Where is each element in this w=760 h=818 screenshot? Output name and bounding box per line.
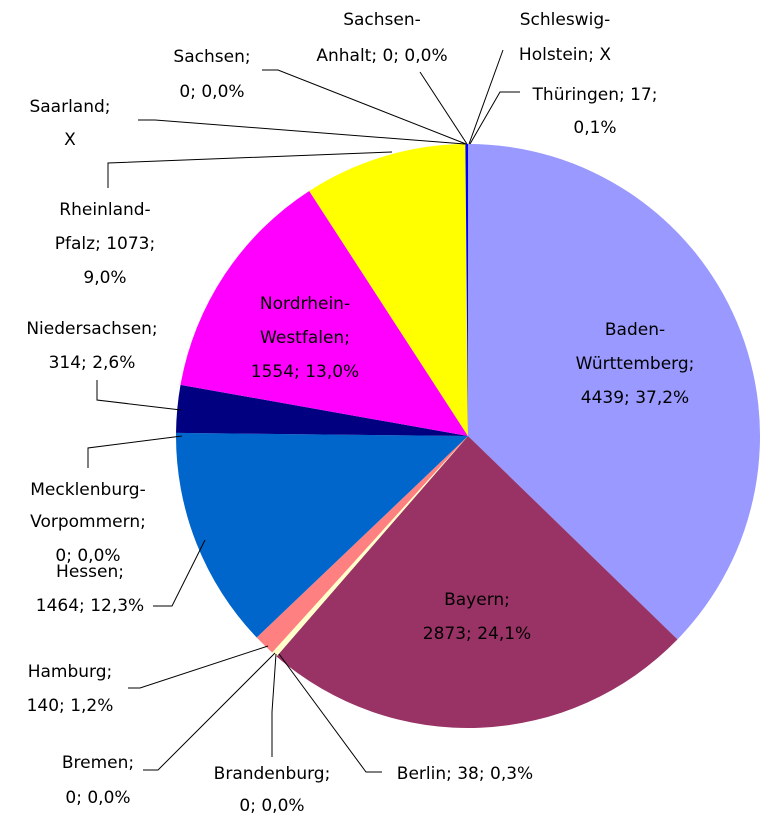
data-label-line: 1554; 13,0%	[251, 362, 359, 382]
data-label-line: Saarland;	[29, 97, 110, 117]
leader-line	[469, 91, 520, 145]
data-label-line: 0; 0,0%	[65, 788, 130, 808]
data-label-line: Hessen;	[56, 562, 124, 582]
leader-line	[128, 645, 269, 689]
pie-slice	[468, 144, 760, 640]
data-label-line: Hamburg;	[28, 662, 113, 682]
pie-slice	[176, 384, 469, 436]
data-label-line: Holstein; X	[519, 45, 612, 65]
pie-slice	[256, 436, 468, 653]
data-label: Berlin; 38; 0,3%	[397, 764, 533, 784]
data-label: Bayern; 2873; 24,1%	[423, 590, 531, 644]
data-label-line: Bayern;	[444, 590, 510, 610]
pie-slice	[176, 432, 468, 638]
data-label: Schleswig- Holstein; X	[519, 10, 612, 65]
data-label-line: Sachsen;	[173, 47, 250, 67]
data-label-line: Nordrhein-	[260, 294, 350, 314]
data-label: Bremen; 0; 0,0%	[62, 753, 134, 808]
data-label: Nordrhein- Westfalen; 1554; 13,0%	[251, 294, 359, 382]
data-label-line: Baden-	[605, 320, 665, 340]
data-label-line: Schleswig-	[520, 10, 611, 30]
leader-line	[419, 71, 468, 145]
data-label-line: 0; 0,0%	[55, 546, 120, 566]
leader-line	[87, 435, 183, 468]
data-label: Hessen; 1464; 12,3%	[36, 562, 144, 616]
leader-line	[138, 119, 466, 145]
pie-slice	[276, 436, 678, 728]
data-label-line: Rheinland-	[59, 200, 150, 220]
data-label-line: Württemberg;	[576, 354, 695, 374]
leader-line	[143, 652, 276, 771]
data-label-line: Mecklenburg-	[30, 480, 145, 500]
leader-line	[107, 151, 393, 188]
data-label-line: 0,1%	[573, 118, 616, 138]
data-label-line: Anhalt; 0; 0,0%	[316, 46, 447, 66]
data-label-line: Thüringen; 17;	[532, 85, 658, 105]
data-label-line: X	[64, 130, 76, 150]
data-label-line: 4439; 37,2%	[581, 388, 689, 408]
leader-line	[96, 380, 182, 411]
data-label-line: Sachsen-	[343, 10, 421, 30]
leader-line	[468, 49, 504, 145]
data-label: Thüringen; 17; 0,1%	[532, 85, 658, 138]
data-label-line: 314; 2,6%	[49, 353, 136, 373]
data-label-line: Westfalen;	[260, 328, 350, 348]
data-label-line: 1464; 12,3%	[36, 596, 144, 616]
data-label: Saarland; X	[29, 97, 110, 150]
pie-slice	[180, 190, 469, 436]
data-label: Sachsen; 0; 0,0%	[173, 47, 250, 102]
data-label-line: 2873; 24,1%	[423, 624, 531, 644]
data-label-line: Brandenburg;	[214, 764, 331, 784]
leader-line	[262, 69, 467, 145]
leader-line	[271, 653, 277, 757]
data-label-line: Vorpommern;	[30, 512, 146, 532]
pie-slice	[465, 144, 468, 436]
data-label: Niedersachsen; 314; 2,6%	[26, 319, 157, 373]
pie-slice	[272, 436, 468, 657]
data-label: Hamburg; 140; 1,2%	[27, 662, 114, 716]
data-label: Brandenburg; 0; 0,0%	[214, 764, 331, 816]
data-label-line: Bremen;	[62, 753, 134, 773]
data-label-line: 0; 0,0%	[179, 82, 244, 102]
leader-line	[278, 653, 382, 773]
leader-line	[153, 539, 206, 607]
data-label: Sachsen- Anhalt; 0; 0,0%	[316, 10, 447, 66]
data-label-line: 9,0%	[83, 268, 126, 288]
data-label: Mecklenburg- Vorpommern; 0; 0,0%	[30, 480, 146, 566]
data-label-line: Niedersachsen;	[26, 319, 157, 339]
data-label-line: 140; 1,2%	[27, 696, 114, 716]
data-label-line: Pfalz; 1073;	[55, 234, 155, 254]
pie-slice	[309, 144, 468, 437]
data-label: Rheinland- Pfalz; 1073; 9,0%	[55, 200, 155, 288]
data-label-line: Berlin; 38; 0,3%	[397, 764, 533, 784]
data-label: Baden- Württemberg; 4439; 37,2%	[576, 320, 695, 408]
data-label-line: 0; 0,0%	[239, 796, 304, 816]
